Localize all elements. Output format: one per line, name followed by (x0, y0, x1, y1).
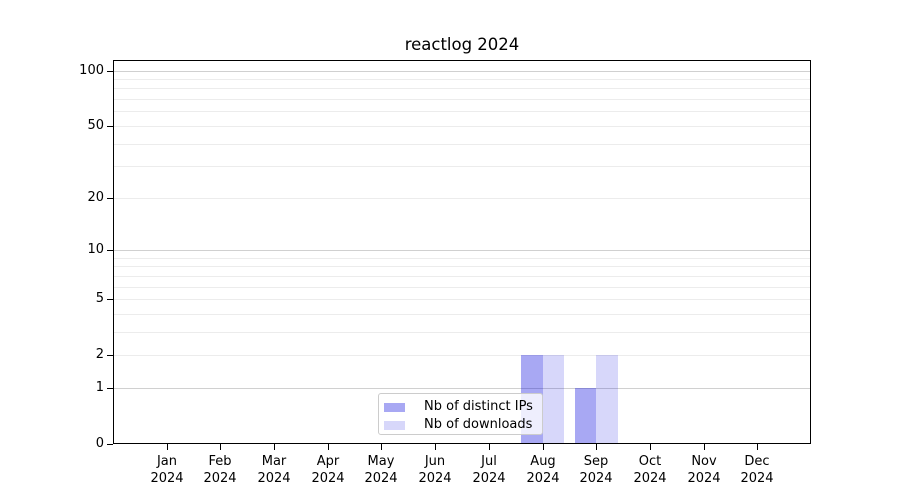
x-tick-mark (220, 444, 221, 450)
x-tick-label: Jul 2024 (459, 453, 519, 487)
y-gridline (113, 144, 811, 145)
legend-swatch-downloads (384, 420, 405, 430)
y-gridline (113, 166, 811, 167)
x-tick-label: Mar 2024 (244, 453, 304, 487)
y-gridline (113, 79, 811, 80)
y-gridline (113, 250, 811, 251)
x-tick-mark (650, 444, 651, 450)
y-gridline (113, 198, 811, 199)
y-tick-label: 10 (87, 242, 104, 257)
x-tick-label: Sep 2024 (566, 453, 626, 487)
y-gridline (113, 388, 811, 389)
y-gridline (113, 287, 811, 288)
x-tick-mark (489, 444, 490, 450)
x-tick-month: May (367, 454, 395, 469)
x-tick-mark (704, 444, 705, 450)
x-tick-label: Aug 2024 (513, 453, 573, 487)
x-tick-month: Jun (424, 454, 446, 469)
x-tick-year: 2024 (311, 471, 345, 486)
bar-distinct-ips (574, 387, 597, 444)
x-tick-year: 2024 (364, 471, 398, 486)
x-tick-month: Mar (261, 454, 287, 469)
x-tick-mark (274, 444, 275, 450)
x-tick-month: Apr (316, 454, 340, 469)
y-tick-mark (107, 250, 113, 251)
x-tick-year: 2024 (203, 471, 237, 486)
x-tick-mark (596, 444, 597, 450)
y-tick-mark (107, 388, 113, 389)
bar-downloads (596, 355, 618, 444)
bar-downloads (542, 355, 565, 444)
y-tick-mark (107, 198, 113, 199)
y-gridline (113, 111, 811, 112)
y-tick-label: 2 (95, 347, 104, 362)
x-tick-year: 2024 (150, 471, 184, 486)
x-tick-month: Sep (583, 454, 609, 469)
y-tick-mark (107, 71, 113, 72)
x-tick-month: Jul (481, 454, 497, 469)
y-tick-mark (107, 444, 113, 445)
x-tick-mark (543, 444, 544, 450)
legend-item-distinct-ips: Nb of distinct IPs (384, 398, 542, 416)
y-gridline (113, 299, 811, 300)
y-gridline (113, 332, 811, 333)
x-tick-label: Feb 2024 (190, 453, 250, 487)
x-tick-month: Dec (744, 454, 770, 469)
x-tick-label: Nov 2024 (674, 453, 734, 487)
y-gridline (113, 71, 811, 72)
y-gridline (113, 266, 811, 267)
x-tick-month: Oct (638, 454, 662, 469)
x-tick-label: Apr 2024 (298, 453, 358, 487)
legend-swatch-distinct-ips (384, 402, 405, 412)
x-tick-label: Dec 2024 (727, 453, 787, 487)
x-tick-label: Jun 2024 (405, 453, 465, 487)
y-tick-mark (107, 299, 113, 300)
plot-area (113, 60, 811, 444)
x-tick-label: Jan 2024 (137, 453, 197, 487)
x-tick-year: 2024 (418, 471, 452, 486)
legend-item-downloads: Nb of downloads (384, 416, 542, 434)
x-tick-month: Jan (156, 454, 178, 469)
x-tick-year: 2024 (257, 471, 291, 486)
x-tick-mark (167, 444, 168, 450)
y-gridline (113, 258, 811, 259)
legend-label-distinct-ips: Nb of distinct IPs (424, 399, 533, 414)
y-tick-label: 20 (87, 190, 104, 205)
y-tick-label: 5 (95, 291, 104, 306)
x-tick-label: Oct 2024 (620, 453, 680, 487)
x-tick-mark (328, 444, 329, 450)
x-tick-label: May 2024 (351, 453, 411, 487)
y-tick-mark (107, 355, 113, 356)
x-tick-month: Feb (208, 454, 232, 469)
x-tick-year: 2024 (633, 471, 667, 486)
y-tick-label: 1 (95, 380, 104, 395)
y-gridline (113, 99, 811, 100)
x-tick-mark (381, 444, 382, 450)
x-tick-year: 2024 (579, 471, 613, 486)
x-tick-month: Nov (691, 454, 717, 469)
x-tick-year: 2024 (472, 471, 506, 486)
x-tick-year: 2024 (740, 471, 774, 486)
y-gridline (113, 126, 811, 127)
y-tick-mark (107, 126, 113, 127)
chart-title: reactlog 2024 (404, 35, 520, 54)
y-gridline (113, 355, 811, 356)
x-tick-year: 2024 (526, 471, 560, 486)
x-tick-month: Aug (530, 454, 556, 469)
y-tick-label: 50 (87, 118, 104, 133)
x-tick-year: 2024 (687, 471, 721, 486)
y-gridline (113, 314, 811, 315)
y-gridline (113, 88, 811, 89)
x-tick-mark (757, 444, 758, 450)
x-tick-mark (435, 444, 436, 450)
legend: Nb of distinct IPs Nb of downloads (378, 393, 543, 435)
y-tick-label: 0 (95, 436, 104, 451)
legend-label-downloads: Nb of downloads (424, 417, 533, 432)
y-tick-label: 100 (79, 63, 104, 78)
y-gridline (113, 276, 811, 277)
